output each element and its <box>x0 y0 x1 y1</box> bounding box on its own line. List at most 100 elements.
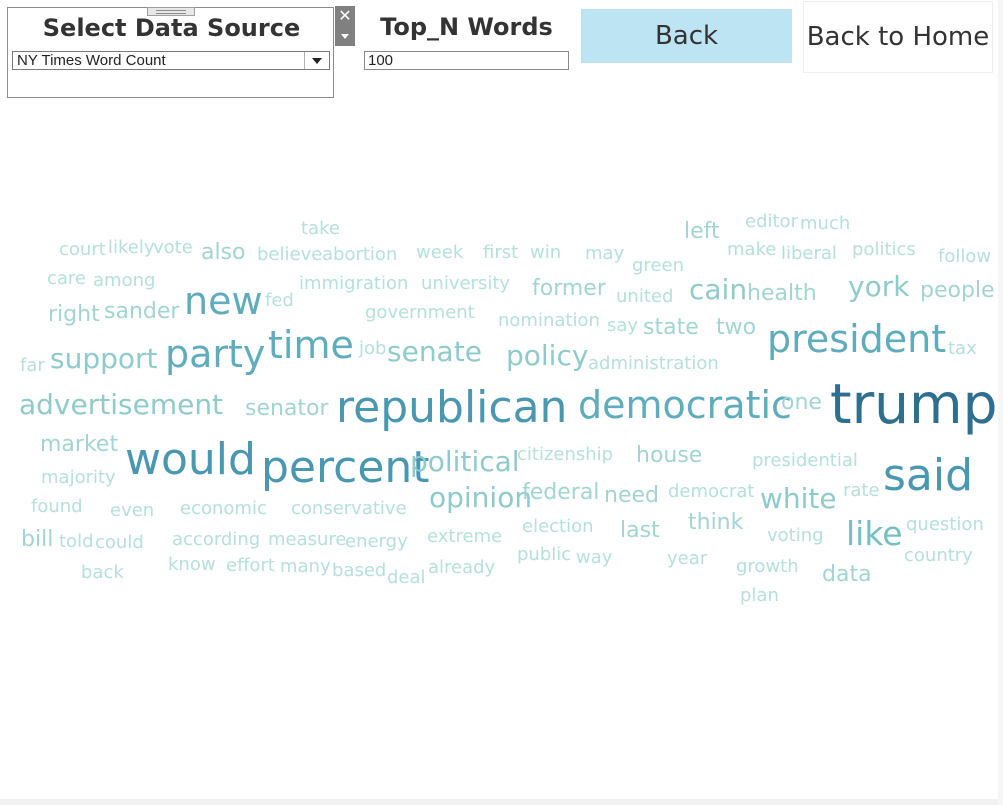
word-market[interactable]: market <box>40 432 119 457</box>
word-know[interactable]: know <box>168 554 216 575</box>
word-make[interactable]: make <box>727 239 777 260</box>
word-court[interactable]: court <box>59 239 106 260</box>
word-among[interactable]: among <box>93 270 156 291</box>
word-think[interactable]: think <box>688 510 744 535</box>
word-even[interactable]: even <box>110 500 155 521</box>
word-politics[interactable]: politics <box>852 239 916 260</box>
word-vote[interactable]: vote <box>153 237 193 258</box>
word-party[interactable]: party <box>165 332 266 376</box>
word-public[interactable]: public <box>517 544 572 565</box>
word-voting[interactable]: voting <box>767 525 824 546</box>
word-may[interactable]: may <box>585 243 625 264</box>
word-way[interactable]: way <box>576 547 613 568</box>
word-bill[interactable]: bill <box>21 527 54 552</box>
word-time[interactable]: time <box>268 323 354 367</box>
word-state[interactable]: state <box>643 315 699 340</box>
word-support[interactable]: support <box>50 342 158 375</box>
word-president[interactable]: president <box>767 317 947 361</box>
word-data[interactable]: data <box>822 562 872 587</box>
word-house[interactable]: house <box>636 443 703 468</box>
word-question[interactable]: question <box>906 514 984 535</box>
word-effort[interactable]: effort <box>226 555 275 576</box>
word-take[interactable]: take <box>301 218 340 239</box>
word-extreme[interactable]: extreme <box>427 526 503 547</box>
word-measure[interactable]: measure <box>268 529 347 550</box>
word-said[interactable]: said <box>883 450 974 501</box>
word-year[interactable]: year <box>667 548 708 569</box>
word-advertisement[interactable]: advertisement <box>19 388 224 421</box>
word-care[interactable]: care <box>47 268 87 289</box>
word-need[interactable]: need <box>604 483 659 508</box>
word-white[interactable]: white <box>760 482 837 515</box>
close-icon[interactable]: ✕ <box>338 6 352 25</box>
word-election[interactable]: election <box>522 516 594 537</box>
word-opinion[interactable]: opinion <box>429 481 533 514</box>
word-cain[interactable]: cain <box>689 273 748 306</box>
back-to-home-button[interactable]: Back to Home <box>803 1 993 73</box>
word-believe[interactable]: believe <box>257 244 323 265</box>
drag-handle-icon[interactable] <box>147 7 195 16</box>
word-government[interactable]: government <box>365 302 475 323</box>
word-week[interactable]: week <box>416 242 464 263</box>
top-n-input[interactable] <box>364 51 569 70</box>
word-one[interactable]: one <box>781 390 822 415</box>
word-according[interactable]: according <box>172 529 261 550</box>
word-based[interactable]: based <box>332 560 387 581</box>
word-energy[interactable]: energy <box>345 531 408 552</box>
word-plan[interactable]: plan <box>740 585 779 606</box>
word-presidential[interactable]: presidential <box>752 450 858 471</box>
word-new[interactable]: new <box>184 279 263 323</box>
word-economic[interactable]: economic <box>180 498 267 519</box>
word-back[interactable]: back <box>81 562 124 583</box>
word-already[interactable]: already <box>428 557 496 578</box>
word-follow[interactable]: follow <box>938 246 992 267</box>
word-many[interactable]: many <box>280 556 331 577</box>
word-united[interactable]: united <box>616 286 674 307</box>
more-options-icon[interactable] <box>335 26 355 46</box>
word-like[interactable]: like <box>846 514 903 553</box>
word-senate[interactable]: senate <box>387 335 482 368</box>
word-university[interactable]: university <box>421 273 511 294</box>
word-deal[interactable]: deal <box>387 567 426 588</box>
word-green[interactable]: green <box>632 255 684 276</box>
word-immigration[interactable]: immigration <box>299 273 409 294</box>
word-country[interactable]: country <box>904 545 973 566</box>
word-health[interactable]: health <box>747 281 817 306</box>
word-percent[interactable]: percent <box>261 442 430 493</box>
word-could[interactable]: could <box>95 532 144 553</box>
word-much[interactable]: much <box>800 213 851 234</box>
word-trump[interactable]: trump <box>830 372 998 436</box>
word-democrat[interactable]: democrat <box>668 481 755 502</box>
word-federal[interactable]: federal <box>522 480 600 505</box>
data-source-dropdown[interactable]: NY Times Word Count <box>12 51 330 70</box>
word-also[interactable]: also <box>201 240 246 265</box>
word-left[interactable]: left <box>684 219 720 244</box>
word-growth[interactable]: growth <box>736 556 799 577</box>
word-tax[interactable]: tax <box>948 338 977 359</box>
word-say[interactable]: say <box>607 315 639 336</box>
word-democratic[interactable]: democratic <box>578 383 792 427</box>
back-button[interactable]: Back <box>581 9 792 63</box>
word-right[interactable]: right <box>48 302 100 327</box>
word-abortion[interactable]: abortion <box>322 244 398 265</box>
word-two[interactable]: two <box>716 315 757 340</box>
word-republican[interactable]: republican <box>336 382 568 433</box>
word-would[interactable]: would <box>125 434 256 485</box>
word-first[interactable]: first <box>483 242 519 263</box>
word-policy[interactable]: policy <box>506 339 589 372</box>
word-sander[interactable]: sander <box>104 299 180 324</box>
word-editor[interactable]: editor <box>745 211 798 232</box>
word-win[interactable]: win <box>530 242 562 263</box>
word-rate[interactable]: rate <box>843 480 880 501</box>
word-people[interactable]: people <box>920 278 995 303</box>
word-york[interactable]: york <box>848 270 910 303</box>
word-majority[interactable]: majority <box>41 467 116 488</box>
word-job[interactable]: job <box>359 338 387 359</box>
word-citizenship[interactable]: citizenship <box>517 444 614 465</box>
word-former[interactable]: former <box>532 276 606 301</box>
word-conservative[interactable]: conservative <box>291 498 407 519</box>
word-told[interactable]: told <box>59 531 94 552</box>
word-last[interactable]: last <box>620 518 660 543</box>
word-senator[interactable]: senator <box>245 396 329 421</box>
word-nomination[interactable]: nomination <box>498 310 600 331</box>
